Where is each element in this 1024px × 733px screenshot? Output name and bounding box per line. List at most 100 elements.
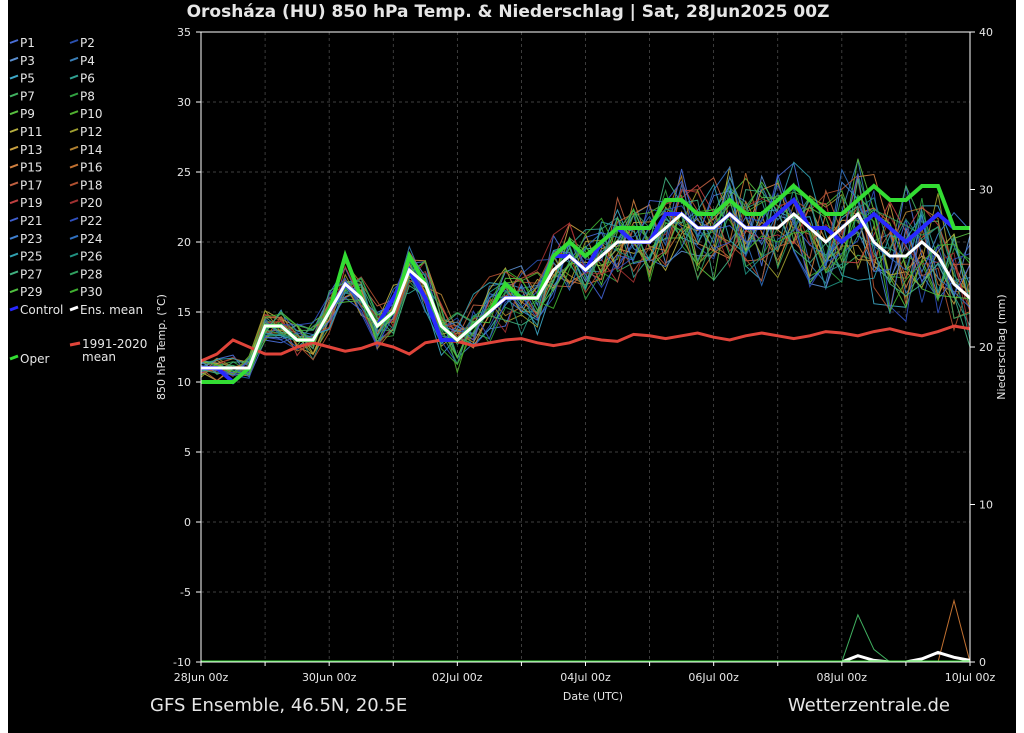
legend-swatch (69, 234, 79, 240)
legend-item-p27: P27 (20, 267, 43, 281)
x-tick-label: 10Jul 00z (945, 671, 996, 684)
main-lines (201, 183, 970, 385)
legend-item-ens-mean: Ens. mean (80, 303, 143, 317)
legend-swatch (9, 288, 19, 294)
y-tick-label: 15 (177, 306, 191, 319)
x-tick-label: 30Jun 00z (302, 671, 357, 684)
member-line-25 (201, 161, 970, 369)
legend-swatch (69, 181, 79, 187)
legend-swatch (69, 92, 79, 98)
legend-item-p7: P7 (20, 89, 35, 103)
x-tick-label: 08Jul 00z (817, 671, 868, 684)
member-line-15 (201, 173, 970, 377)
legend-item-p17: P17 (20, 178, 43, 192)
y2-tick-label: 20 (979, 341, 993, 354)
legend-swatch (9, 234, 19, 240)
legend-swatch (9, 145, 19, 151)
y-tick-label: 30 (177, 96, 191, 109)
member-line-27 (201, 176, 970, 374)
member-line-29 (201, 181, 970, 376)
legend-swatch (69, 199, 79, 205)
x-axis: 28Jun 00z 30Jun 00z 02Jul 00z 04Jul 00z 06Ju… (174, 662, 996, 684)
legend-swatch (9, 110, 19, 116)
y-tick-label: 5 (184, 446, 191, 459)
legend-swatch (9, 354, 19, 361)
climatology-line (201, 324, 970, 363)
legend-item-p15: P15 (20, 161, 43, 175)
legend-swatch (69, 252, 79, 258)
legend-item-p6: P6 (80, 72, 95, 86)
legend-swatch (9, 163, 19, 169)
ens-mean-line (201, 211, 970, 370)
legend-swatch (69, 305, 79, 312)
y2-tick-label: 40 (979, 26, 993, 39)
legend-item-p23: P23 (20, 232, 43, 246)
legend-item-p30: P30 (80, 285, 103, 299)
legend-item-p26: P26 (80, 250, 103, 264)
ensemble-chart: Orosháza (HU) 850 hPa Temp. & Niederschl… (8, 0, 1016, 733)
legend-swatch (69, 145, 79, 151)
legend-swatch (9, 92, 19, 98)
y-tick-label: 10 (177, 376, 191, 389)
legend-swatch (9, 305, 19, 312)
legend-item-p29: P29 (20, 285, 43, 299)
y-axis-label: 850 hPa Temp. (°C) (155, 294, 168, 400)
y2-tick-label: 0 (979, 656, 986, 669)
legend-swatch (9, 181, 19, 187)
x-tick-label: 28Jun 00z (174, 671, 229, 684)
legend-swatch (69, 270, 79, 276)
y-tick-label: -5 (180, 586, 191, 599)
legend-item-oper: Oper (20, 352, 49, 366)
y2-axis-label: Niederschlag (mm) (995, 294, 1008, 399)
y-tick-label: 20 (177, 236, 191, 249)
legend-swatch (9, 56, 19, 62)
legend-item-p12: P12 (80, 125, 103, 139)
legend-swatch (69, 74, 79, 80)
chart-frame: Orosháza (HU) 850 hPa Temp. & Niederschl… (8, 0, 1016, 733)
x-tick-label: 06Jul 00z (688, 671, 739, 684)
legend-item-climatology-mean: mean (82, 350, 116, 364)
legend-item-p14: P14 (80, 143, 103, 157)
legend-swatch (69, 128, 79, 133)
legend-item-p16: P16 (80, 161, 103, 175)
legend-item-p22: P22 (80, 214, 103, 228)
y2-tick-label: 30 (979, 184, 993, 197)
legend-item-p9: P9 (20, 107, 35, 121)
footer-source: Wetterzentrale.de (787, 695, 950, 716)
legend-item-p4: P4 (80, 54, 95, 68)
legend-item-p3: P3 (20, 54, 35, 68)
legend-item-control: Control (20, 303, 63, 317)
y-axis-left: 35 30 25 20 15 10 5 0 -5 -10 (173, 26, 201, 669)
legend-item-p20: P20 (80, 196, 103, 210)
y-axis-right: 40 30 20 10 0 (970, 26, 993, 669)
member-lines (201, 158, 970, 382)
legend-swatch (69, 39, 79, 44)
x-axis-label: Date (UTC) (563, 690, 623, 703)
member-line-24 (201, 166, 970, 378)
legend-item-p21: P21 (20, 214, 43, 228)
legend-item-climatology: 1991-2020 (82, 337, 147, 351)
legend-item-p13: P13 (20, 143, 43, 157)
legend-swatch (9, 199, 19, 205)
legend-item-p11: P11 (20, 125, 43, 139)
chart-background (8, 0, 1016, 733)
legend-item-p2: P2 (80, 36, 95, 50)
member-line-20 (201, 179, 970, 373)
legend: P1 P2 P3 P4 P5 P6 P7 P8 P9 P10 P11 P12 P13 P14 P15 P16 P… (9, 36, 147, 366)
legend-swatch (9, 128, 19, 133)
footer-model-info: GFS Ensemble, 46.5N, 20.5E (150, 695, 408, 716)
legend-swatch (9, 270, 19, 276)
legend-item-p8: P8 (80, 89, 95, 103)
x-tick-label: 04Jul 00z (560, 671, 611, 684)
legend-swatch (9, 74, 19, 80)
legend-swatch (9, 217, 19, 222)
y-tick-label: 0 (184, 516, 191, 529)
legend-swatch (69, 110, 79, 116)
member-line-21 (201, 172, 970, 374)
legend-item-p1: P1 (20, 36, 35, 50)
legend-item-p5: P5 (20, 72, 35, 86)
legend-item-p10: P10 (80, 107, 103, 121)
x-tick-label: 02Jul 00z (432, 671, 483, 684)
legend-swatch (9, 39, 19, 44)
legend-swatch (69, 217, 79, 222)
